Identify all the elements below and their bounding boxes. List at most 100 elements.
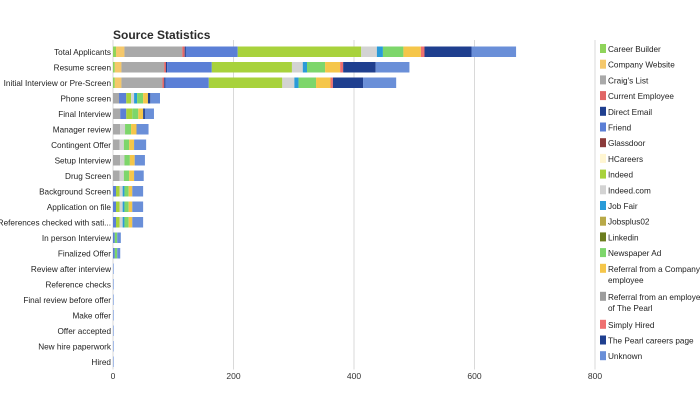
bar-segment-unknown[interactable] bbox=[132, 186, 144, 197]
bar-segment-referral-from-a-company-employee[interactable] bbox=[138, 108, 144, 120]
bar-segment-newspaper-ad[interactable] bbox=[124, 217, 129, 228]
legend-item-indeed-com[interactable]: Indeed.com bbox=[600, 185, 651, 195]
bar-segment-referral-from-a-company-employee[interactable] bbox=[128, 201, 133, 213]
bar-segment-newspaper-ad[interactable] bbox=[137, 93, 144, 104]
bar-segment-newspaper-ad[interactable] bbox=[124, 155, 130, 166]
bar-segment-unknown[interactable] bbox=[113, 341, 114, 352]
legend-item-newspaper-ad[interactable]: Newspaper Ad bbox=[600, 248, 662, 258]
legend-item-referral-from-an-employee-of-the-pearl[interactable]: Referral from an employee of The Pearl bbox=[600, 291, 700, 313]
bar-segment-the-pearl-careers-page[interactable] bbox=[143, 108, 145, 120]
bar-segment-referral-from-a-company-employee[interactable] bbox=[129, 170, 135, 182]
bar-segment-friend[interactable] bbox=[113, 217, 117, 228]
legend-item-job-fair[interactable]: Job Fair bbox=[600, 201, 638, 211]
bar-segment-craig-s-list[interactable] bbox=[113, 155, 121, 166]
legend[interactable]: Career Builder Company Website Craig's Lis… bbox=[600, 44, 700, 361]
bar-segment-unknown[interactable] bbox=[134, 170, 144, 182]
bar-segment-indeed-com[interactable] bbox=[282, 77, 295, 89]
bar-segment-direct-email[interactable] bbox=[164, 77, 166, 89]
bar-segment-referral-from-a-company-employee[interactable] bbox=[403, 46, 421, 58]
bar-segment-unknown[interactable] bbox=[363, 77, 397, 89]
bar-segment-indeed[interactable] bbox=[126, 108, 133, 120]
bar-segment-referral-from-a-company-employee[interactable] bbox=[316, 77, 331, 89]
bar-segment-craig-s-list[interactable] bbox=[121, 62, 165, 73]
bar-segment-current-employee[interactable] bbox=[164, 62, 167, 73]
bar-segment-unknown[interactable] bbox=[113, 325, 114, 337]
bar-segment-the-pearl-careers-page[interactable] bbox=[424, 46, 472, 58]
bar-segment-referral-from-a-company-employee[interactable] bbox=[131, 124, 137, 135]
bar-segment-indeed-com[interactable] bbox=[120, 155, 125, 166]
bar-segment-craig-s-list[interactable] bbox=[113, 108, 121, 120]
legend-item-indeed[interactable]: Indeed bbox=[600, 169, 633, 180]
bar-segment-job-fair[interactable] bbox=[122, 201, 125, 213]
legend-item-career-builder[interactable]: Career Builder bbox=[600, 44, 661, 54]
bar-segment-indeed[interactable] bbox=[116, 217, 120, 228]
bar-segment-friend[interactable] bbox=[113, 201, 117, 213]
legend-item-glassdoor[interactable]: Glassdoor bbox=[600, 138, 646, 148]
bar-segment-referral-from-a-company-employee[interactable] bbox=[129, 155, 135, 166]
bar-segment-indeed-com[interactable] bbox=[119, 139, 124, 151]
bar-segment-company-website[interactable] bbox=[116, 46, 125, 58]
bar-segment-career-builder[interactable] bbox=[113, 62, 115, 73]
bar-segment-indeed-com[interactable] bbox=[119, 170, 124, 182]
bar-segment-craig-s-list[interactable] bbox=[113, 170, 120, 182]
bar-segment-indeed[interactable] bbox=[208, 77, 283, 89]
bar-segment-newspaper-ad[interactable] bbox=[124, 201, 129, 213]
bar-segment-craig-s-list[interactable] bbox=[113, 93, 120, 104]
bar-segment-referral-from-a-company-employee[interactable] bbox=[129, 139, 135, 151]
bar-segment-unknown[interactable] bbox=[113, 263, 114, 275]
bar-segment-indeed-com[interactable] bbox=[291, 62, 303, 73]
bar-segment-indeed-com[interactable] bbox=[119, 217, 123, 228]
bar-segment-current-employee[interactable] bbox=[182, 46, 185, 58]
bar-segment-company-website[interactable] bbox=[114, 62, 122, 73]
bar-segment-the-pearl-careers-page[interactable] bbox=[332, 77, 364, 89]
bar-segment-newspaper-ad[interactable] bbox=[125, 124, 132, 135]
bar-segment-indeed[interactable] bbox=[211, 62, 292, 73]
bar-segment-referral-from-a-company-employee[interactable] bbox=[128, 217, 133, 228]
legend-item-the-pearl-careers-page[interactable]: The Pearl careers page bbox=[600, 335, 694, 346]
bar-segment-unknown[interactable] bbox=[117, 232, 121, 244]
bar-segment-referral-from-a-company-employee[interactable] bbox=[143, 93, 148, 104]
bar-segment-indeed[interactable] bbox=[237, 46, 362, 58]
legend-item-current-employee[interactable]: Current Employee bbox=[600, 91, 674, 101]
bar-segment-newspaper-ad[interactable] bbox=[307, 62, 326, 73]
bar-segment-job-fair[interactable] bbox=[294, 77, 299, 89]
bar-segment-indeed-com[interactable] bbox=[119, 201, 123, 213]
bar-segment-unknown[interactable] bbox=[150, 93, 160, 104]
bar-segment-newspaper-ad[interactable] bbox=[298, 77, 317, 89]
legend-item-linkedin[interactable]: Linkedin bbox=[600, 232, 639, 242]
bar-segment-craig-s-list[interactable] bbox=[124, 46, 183, 58]
bar-segment-job-fair[interactable] bbox=[134, 93, 138, 104]
bar-segment-job-fair[interactable] bbox=[376, 46, 383, 58]
bar-segment-indeed[interactable] bbox=[116, 201, 120, 213]
bar-segment-job-fair[interactable] bbox=[122, 186, 125, 197]
bar-segment-unknown[interactable] bbox=[471, 46, 517, 58]
bar-segment-unknown[interactable] bbox=[117, 248, 121, 259]
bar-segment-unknown[interactable] bbox=[113, 279, 114, 290]
bar-segment-indeed-com[interactable] bbox=[131, 93, 135, 104]
bar-segment-friend[interactable] bbox=[113, 248, 115, 259]
legend-item-direct-email[interactable]: Direct Email bbox=[600, 106, 652, 117]
bar-segment-the-pearl-careers-page[interactable] bbox=[147, 93, 151, 104]
bar-segment-unknown[interactable] bbox=[113, 356, 114, 368]
bar-segment-unknown[interactable] bbox=[113, 294, 114, 306]
legend-item-hcareers[interactable]: HCareers bbox=[600, 153, 643, 164]
bar-segment-referral-from-a-company-employee[interactable] bbox=[325, 62, 341, 73]
bar-segment-the-pearl-careers-page[interactable] bbox=[343, 62, 376, 73]
bar-segment-simply-hired[interactable] bbox=[340, 62, 344, 73]
bar-segment-newspaper-ad[interactable] bbox=[124, 186, 129, 197]
bar-segment-career-builder[interactable] bbox=[113, 77, 115, 89]
bar-segment-newspaper-ad[interactable] bbox=[123, 139, 130, 151]
bar-segment-indeed-com[interactable] bbox=[361, 46, 377, 58]
bar-segment-friend[interactable] bbox=[113, 232, 115, 244]
bar-segment-newspaper-ad[interactable] bbox=[114, 232, 118, 244]
bar-segment-direct-email[interactable] bbox=[166, 62, 168, 73]
bar-segment-unknown[interactable] bbox=[113, 310, 114, 321]
bar-segment-unknown[interactable] bbox=[375, 62, 410, 73]
bar-segment-unknown[interactable] bbox=[132, 201, 144, 213]
bar-segment-job-fair[interactable] bbox=[302, 62, 308, 73]
bar-segment-craig-s-list[interactable] bbox=[113, 139, 120, 151]
bar-segment-newspaper-ad[interactable] bbox=[123, 170, 130, 182]
bar-segment-indeed-com[interactable] bbox=[119, 186, 123, 197]
bar-segment-indeed[interactable] bbox=[126, 93, 132, 104]
bar-segment-current-employee[interactable] bbox=[162, 77, 165, 89]
